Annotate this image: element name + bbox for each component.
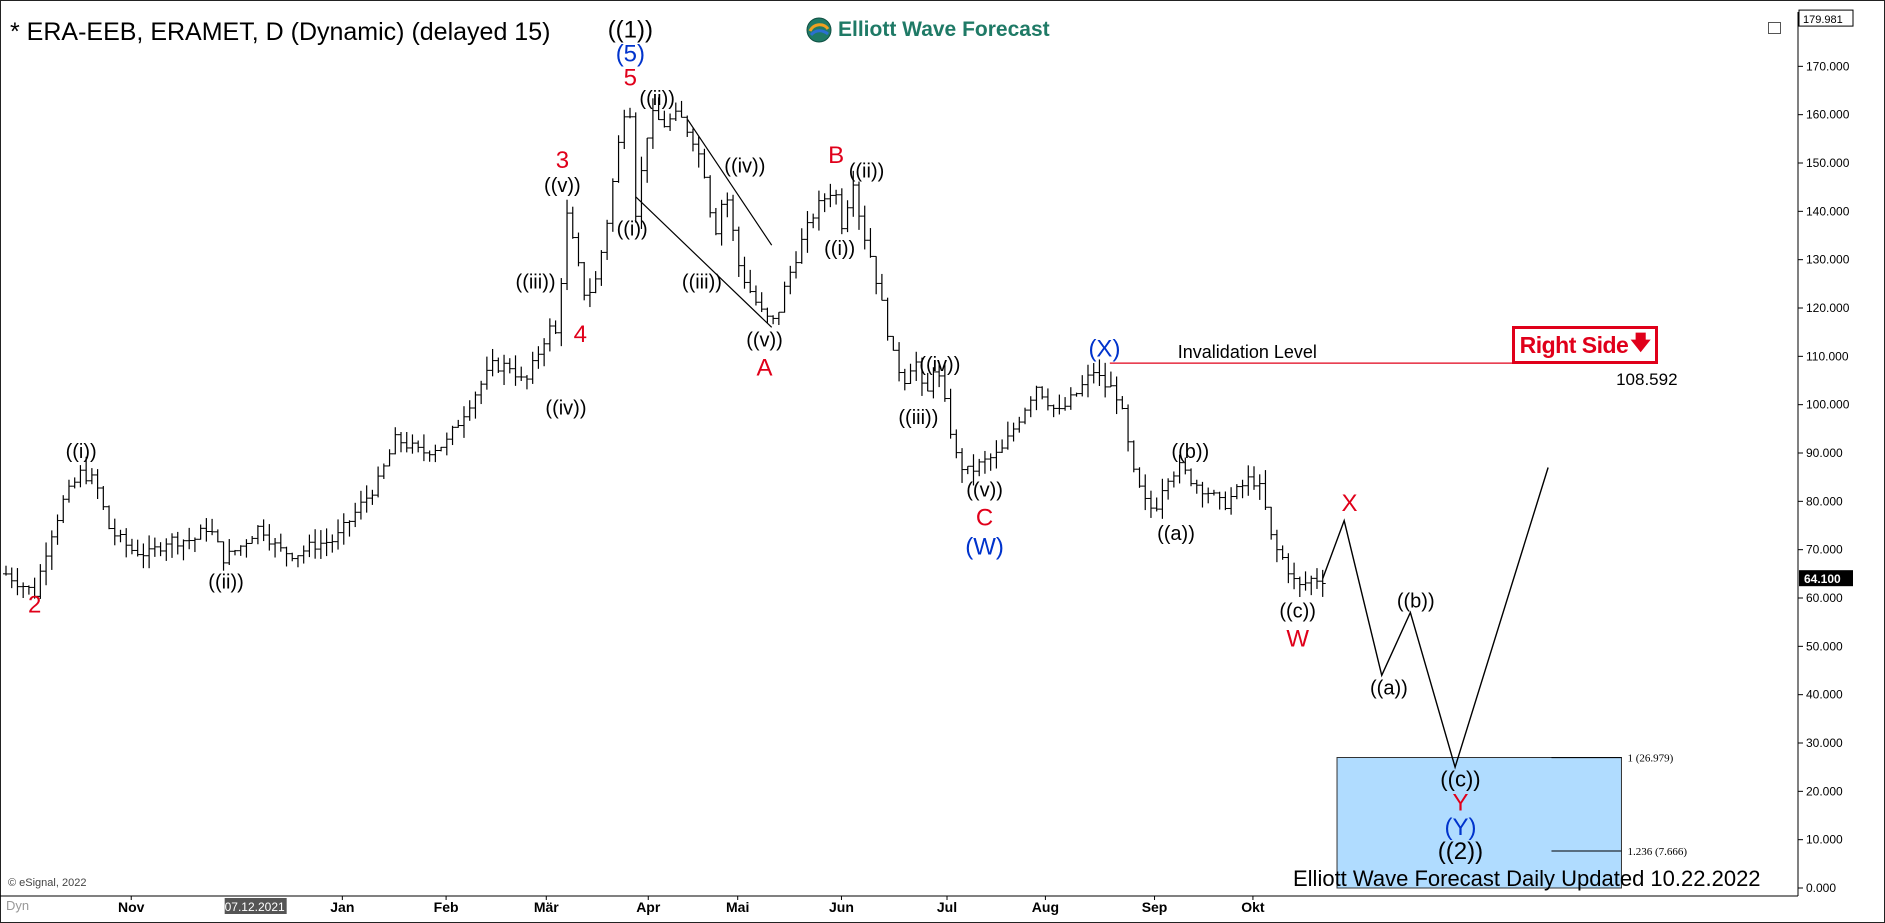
- wave-label: (W): [965, 534, 1004, 561]
- update-footer: Elliott Wave Forecast Daily Updated 10.2…: [1293, 866, 1761, 891]
- x-tick-label: Apr: [636, 899, 661, 915]
- x-tick-label: 07.12.2021: [225, 900, 285, 914]
- wave-label: ((iv)): [545, 397, 586, 419]
- y-tick-label: 40.000: [1806, 688, 1843, 702]
- y-tick-label: 110.000: [1806, 349, 1849, 363]
- wave-label: (5): [616, 41, 645, 68]
- y-tick-label: 100.000: [1806, 398, 1850, 412]
- x-tick-highlight: [224, 898, 287, 914]
- wave-label: (Y): [1444, 814, 1476, 841]
- wave-label: ((i)): [824, 238, 855, 260]
- y-tick-label: 50.000: [1806, 639, 1843, 653]
- wave-label: ((v)): [746, 330, 783, 352]
- x-tick-label: Aug: [1032, 899, 1059, 915]
- y-tick-label: 0.000: [1806, 881, 1836, 895]
- y-tick-label: 130.000: [1806, 253, 1850, 267]
- brand-name: Elliott Wave Forecast: [838, 18, 1050, 41]
- right-side-label: Right Side: [1519, 331, 1629, 358]
- wave-label: ((v)): [966, 480, 1003, 502]
- wave-label: ((a)): [1157, 523, 1195, 545]
- wave-label: ((2)): [1438, 838, 1483, 865]
- y-tick-label: 140.000: [1806, 204, 1850, 218]
- wave-label: A: [757, 355, 773, 382]
- brand-logo: Elliott Wave Forecast: [806, 17, 1050, 43]
- brand-globe-icon: [806, 17, 832, 43]
- wave-label: ((iii)): [516, 272, 556, 294]
- wave-label: ((b)): [1397, 591, 1435, 613]
- invalidation-value: 108.592: [1616, 370, 1677, 389]
- wave-label: (X): [1088, 335, 1120, 362]
- x-tick-label: Mai: [726, 899, 749, 915]
- wave-label: ((ii)): [208, 571, 244, 593]
- y-tick-label: 10.000: [1806, 833, 1843, 847]
- wave-label: ((1)): [608, 16, 653, 43]
- wave-label: ((ii)): [849, 161, 885, 183]
- wave-label: ((b)): [1171, 441, 1209, 463]
- channel-line: [635, 196, 773, 328]
- wave-label: 4: [574, 321, 587, 348]
- wave-label: ((c)): [1279, 600, 1316, 622]
- x-tick-label: Jan: [330, 899, 354, 915]
- y-tick-label: 80.000: [1806, 494, 1843, 508]
- fib-level-label: 1 (26.979): [1627, 753, 1673, 765]
- fib-level-label: 1.236 (7.666): [1627, 846, 1687, 858]
- right-side-badge: Right Side 🡇: [1512, 326, 1658, 364]
- chart-title: * ERA-EEB, ERAMET, D (Dynamic) (delayed …: [10, 18, 551, 46]
- y-tick-label: 20.000: [1806, 784, 1843, 798]
- y-tick-label: 70.000: [1806, 543, 1843, 557]
- dynamic-label: Dyn: [6, 898, 30, 913]
- wave-label: ((iii)): [898, 407, 938, 429]
- wave-label: ((ii)): [639, 88, 675, 110]
- x-tick-label: Feb: [434, 899, 459, 915]
- x-tick-label: Nov: [118, 899, 145, 915]
- last-price-label: 64.100: [1804, 572, 1841, 586]
- y-tick-label: 160.000: [1806, 108, 1850, 122]
- y-tick-label: 30.000: [1806, 736, 1843, 750]
- y-tick-label: 170.000: [1806, 59, 1850, 73]
- wave-label: ((i)): [66, 441, 97, 463]
- channel-line: [687, 119, 773, 246]
- x-tick-label: Okt: [1241, 899, 1265, 915]
- wave-label: ((iv)): [919, 354, 960, 376]
- x-tick-label: Jun: [829, 899, 854, 915]
- copyright-note: © eSignal, 2022: [8, 877, 87, 889]
- last-price-tag: [1799, 570, 1853, 587]
- y-tick-label: 120.000: [1806, 301, 1850, 315]
- y-tick-label: 150.000: [1806, 156, 1850, 170]
- projection-path: [1322, 467, 1549, 770]
- x-tick-label: Mär: [534, 899, 559, 915]
- wave-label: 3: [556, 147, 569, 174]
- x-tick-label: Jul: [937, 899, 957, 915]
- wave-label: Y: [1452, 790, 1468, 817]
- wave-label: 5: [624, 65, 637, 92]
- wave-label: X: [1342, 490, 1358, 517]
- wave-label: W: [1286, 625, 1309, 652]
- wave-label: ((iv)): [724, 156, 765, 178]
- wave-label: ((iii)): [682, 272, 722, 294]
- target-zone-box: [1336, 757, 1622, 889]
- wave-label: ((v)): [544, 175, 581, 197]
- window-restore-icon[interactable]: [1768, 22, 1781, 34]
- wave-label: 2: [28, 592, 41, 619]
- wave-label: ((a)): [1370, 678, 1408, 700]
- top-price-tag: [1798, 9, 1854, 27]
- wave-label: ((i)): [617, 219, 648, 241]
- x-tick-label: Sep: [1142, 899, 1168, 915]
- top-price-label: 179.981: [1803, 14, 1843, 26]
- wave-label: ((c)): [1440, 767, 1480, 792]
- wave-label: B: [828, 142, 844, 169]
- y-tick-label: 90.000: [1806, 446, 1843, 460]
- arrow-down-icon: 🡇: [1630, 332, 1651, 354]
- y-tick-label: 60.000: [1806, 591, 1843, 605]
- wave-label: C: [976, 505, 993, 532]
- invalidation-label: Invalidation Level: [1178, 342, 1317, 362]
